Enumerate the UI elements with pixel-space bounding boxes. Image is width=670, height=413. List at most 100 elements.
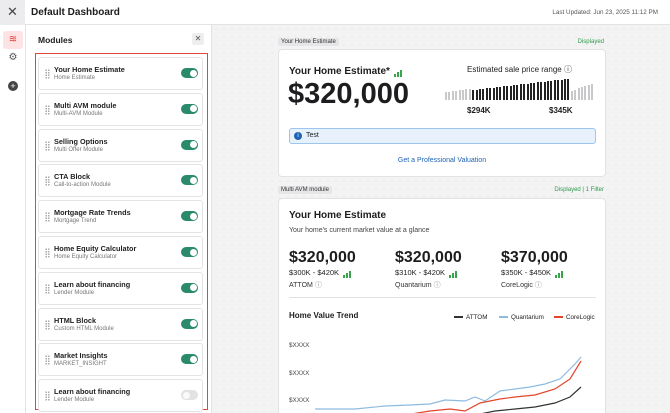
module-item: CTA Block Call-to-action Module: [38, 164, 203, 198]
gauge-bar: [543, 81, 546, 100]
signal-bar: [452, 272, 455, 278]
module-subtitle: Mortgage Trend: [54, 218, 97, 225]
provider-range: $350K - $450K: [501, 268, 564, 278]
toggle[interactable]: [181, 211, 198, 222]
panel-title: Modules: [38, 35, 73, 45]
info-icon: ⓘ: [433, 282, 441, 289]
legend-label: CoreLogic: [566, 314, 595, 321]
gauge-bar: [472, 90, 475, 100]
gauge-bar: [479, 89, 481, 100]
module-tag: Multi AVM module: [278, 186, 332, 194]
drag-handle: [45, 140, 50, 151]
provider-value: $370,000: [501, 249, 568, 266]
toggle[interactable]: [181, 282, 198, 293]
module-title: HTML Block: [54, 315, 97, 325]
module-item: Learn about financing Lender Module: [38, 271, 203, 305]
module-subtitle: Custom HTML Module: [54, 325, 114, 332]
estimate-heading: Your Home Estimate*: [289, 66, 402, 77]
layers-icon[interactable]: ≋: [3, 31, 23, 49]
settings-icon[interactable]: ⚙: [8, 52, 18, 63]
gauge-bar: [519, 84, 522, 100]
toggle[interactable]: [181, 390, 198, 401]
toggle-knob: [189, 320, 197, 328]
range-text: Estimated sale price range: [467, 65, 562, 74]
range-high: $345K: [549, 106, 573, 115]
range-text: $350K - $450K: [501, 268, 552, 277]
gauge-bar: [523, 84, 526, 100]
valuation-link[interactable]: Get a Professional Valuation: [397, 157, 487, 164]
home-estimate-card: Your Home Estimate* $320,000 Estimated s…: [278, 49, 606, 177]
toggle-knob: [189, 355, 197, 363]
info-icon: i: [294, 132, 302, 140]
signal-bar: [346, 272, 349, 278]
legend-item: CoreLogic: [554, 314, 595, 321]
add-icon[interactable]: +: [8, 81, 18, 91]
toggle[interactable]: [181, 139, 198, 150]
gauge-bar: [574, 89, 577, 100]
toggle-knob: [189, 105, 197, 113]
module-subtitle: Home Equity Calculator: [54, 254, 118, 260]
gauge-bar: [547, 81, 549, 100]
close-button[interactable]: ✕: [0, 0, 25, 25]
gauge-bar: [570, 90, 573, 100]
gauge-bar: [509, 85, 512, 100]
trend-line: [315, 356, 582, 410]
signal-bar: [561, 270, 564, 278]
gauge-bar: [560, 79, 563, 100]
range-gauge: [445, 78, 597, 100]
toggle[interactable]: [181, 103, 198, 114]
range-text: $300K - $420K: [289, 268, 340, 277]
gauge-bar: [485, 88, 488, 100]
provider-name: ATTOM ⓘ: [289, 280, 322, 290]
module-item: Home Equity Calculator Home Equity Calcul…: [38, 236, 203, 269]
module-item: Multi AVM module Multi-AVM Module: [38, 92, 203, 126]
gauge-bar: [530, 83, 532, 100]
name-text: Quantarium: [395, 282, 432, 289]
gauge-bar: [540, 82, 543, 100]
provider-name: Quantarium ⓘ: [395, 280, 441, 290]
legend-item: ATTOM: [454, 314, 487, 321]
toggle[interactable]: [181, 175, 198, 186]
info-icon: ⓘ: [314, 282, 322, 289]
name-text: ATTOM: [289, 282, 313, 289]
provider-range: $310K - $420K: [395, 268, 458, 278]
panel-close[interactable]: ✕: [192, 33, 204, 45]
y-label: $XXXX: [289, 397, 310, 404]
gauge-bar: [584, 86, 587, 100]
toggle[interactable]: [181, 68, 198, 78]
gauge-bar: [550, 80, 553, 100]
module-item: Market Insights MARKET_INSIGHT: [38, 343, 203, 377]
module-item: Your Home Estimate Home Estimate: [38, 57, 203, 90]
module-item: Mortgage Rate Trends Mortgage Trend: [38, 200, 203, 234]
legend-swatch: [454, 316, 463, 319]
provider-value: $320,000: [395, 249, 462, 266]
drag-handle: [45, 104, 50, 115]
module-tag: Your Home Estimate: [278, 38, 339, 46]
module-subtitle: MARKET_INSIGHT: [54, 361, 107, 368]
range-label: Estimated sale price range ⓘ: [467, 65, 572, 74]
signal-bar: [558, 272, 561, 278]
top-bar: ✕ Default Dashboard Last Updated: Jun 23…: [0, 0, 670, 25]
toggle[interactable]: [181, 354, 198, 365]
gauge-bar: [468, 88, 471, 100]
signal-bar: [343, 274, 346, 278]
drag-handle: [45, 355, 50, 366]
info-icon: ⓘ: [534, 282, 542, 289]
gauge-bar: [533, 82, 536, 100]
drag-handle: [45, 248, 50, 258]
drag-handle: [45, 69, 50, 79]
module-title: Your Home Estimate: [54, 65, 125, 74]
gauge-bar: [587, 84, 590, 100]
trend-line: [413, 360, 582, 413]
signal-icon: [448, 269, 458, 278]
avm-heading: Your Home Estimate: [289, 210, 387, 221]
toggle[interactable]: [181, 318, 198, 329]
provider-name: CoreLogic ⓘ: [501, 280, 542, 290]
trend-title: Home Value Trend: [289, 311, 359, 320]
y-label: $XXXX: [289, 369, 310, 377]
gauge-bar: [506, 86, 509, 100]
last-updated: Last Updated: Jun 23, 2025 11:12 PM: [552, 9, 658, 16]
toggle[interactable]: [181, 247, 198, 257]
drag-handle: [45, 391, 50, 402]
toggle-knob: [189, 69, 197, 77]
